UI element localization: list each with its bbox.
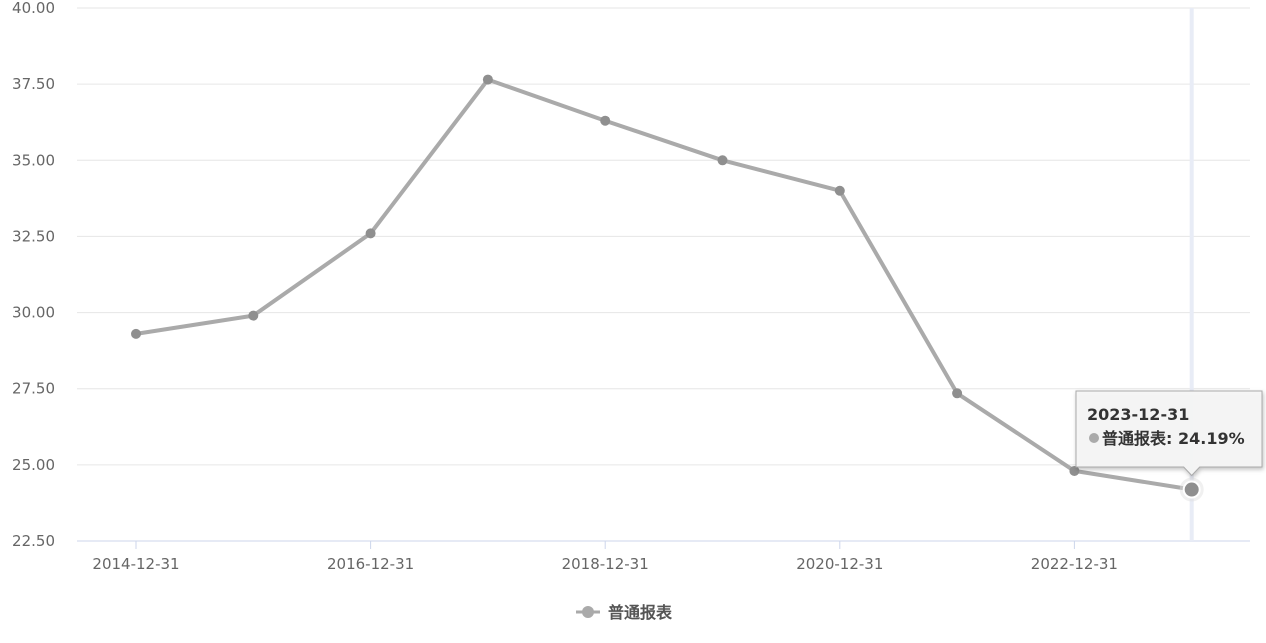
y-tick-label: 35.00 xyxy=(12,151,55,169)
x-tick-label: 2020-12-31 xyxy=(796,555,883,573)
legend-label: 普通报表 xyxy=(608,603,673,622)
y-tick-label: 32.50 xyxy=(12,227,55,245)
tooltip-value: 普通报表: 24.19% xyxy=(1102,429,1245,448)
data-point[interactable] xyxy=(717,155,728,166)
tooltip-box xyxy=(1075,390,1263,477)
data-point[interactable] xyxy=(365,228,376,239)
tooltip-series-dot xyxy=(1089,433,1099,443)
y-tick-label: 22.50 xyxy=(12,532,55,550)
data-point[interactable] xyxy=(600,115,611,126)
data-point[interactable] xyxy=(248,310,259,321)
x-tick-label: 2014-12-31 xyxy=(92,555,179,573)
y-tick-label: 37.50 xyxy=(12,75,55,93)
data-point-hovered[interactable] xyxy=(1182,480,1201,499)
tooltip-date: 2023-12-31 xyxy=(1087,405,1189,424)
tooltip: 2023-12-31 普通报表: 24.19% xyxy=(1075,390,1263,477)
y-tick-label: 27.50 xyxy=(12,380,55,398)
series-line[interactable] xyxy=(135,77,1193,492)
x-tick-label: 2016-12-31 xyxy=(327,555,414,573)
y-tick-label: 30.00 xyxy=(12,304,55,322)
data-point[interactable] xyxy=(1069,465,1080,476)
y-tick-label: 25.00 xyxy=(12,456,55,474)
y-axis: 40.00 37.50 35.00 32.50 30.00 27.50 25.00 22.50 xyxy=(12,0,55,550)
y-tick-label: 40.00 xyxy=(12,0,55,17)
legend[interactable]: 普通报表 xyxy=(576,603,673,622)
grid-lines xyxy=(77,7,1250,542)
data-points xyxy=(131,74,1204,502)
x-tick-label: 2018-12-31 xyxy=(562,555,649,573)
data-point[interactable] xyxy=(482,74,493,85)
data-point[interactable] xyxy=(834,185,845,196)
x-axis: 2014-12-31 2016-12-31 2018-12-31 2020-12-31… xyxy=(92,541,1118,573)
data-point[interactable] xyxy=(952,388,963,399)
data-point[interactable] xyxy=(131,328,141,339)
legend-dot-marker xyxy=(582,606,594,618)
x-tick-label: 2022-12-31 xyxy=(1031,555,1118,573)
